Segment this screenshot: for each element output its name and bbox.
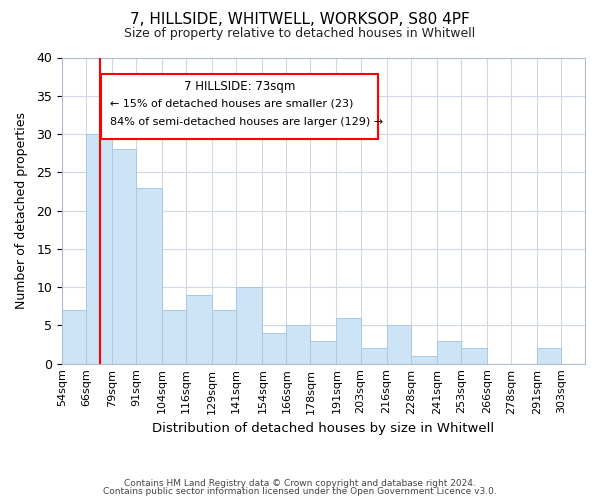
Text: Contains public sector information licensed under the Open Government Licence v3: Contains public sector information licen… [103,488,497,496]
Bar [310,340,337,363]
Bar [186,295,212,364]
Bar [461,348,487,364]
Bar [410,356,437,364]
Text: 7, HILLSIDE, WHITWELL, WORKSOP, S80 4PF: 7, HILLSIDE, WHITWELL, WORKSOP, S80 4PF [130,12,470,28]
Bar [537,348,561,364]
Text: 84% of semi-detached houses are larger (129) →: 84% of semi-detached houses are larger (… [110,117,383,127]
Bar [236,287,262,364]
X-axis label: Distribution of detached houses by size in Whitwell: Distribution of detached houses by size … [152,422,494,435]
Bar [361,348,386,364]
Y-axis label: Number of detached properties: Number of detached properties [15,112,28,309]
Bar [112,150,136,364]
Bar [386,326,410,364]
FancyBboxPatch shape [101,74,379,138]
Bar [212,310,236,364]
Text: Contains HM Land Registry data © Crown copyright and database right 2024.: Contains HM Land Registry data © Crown c… [124,478,476,488]
Bar [62,310,86,364]
Bar [337,318,361,364]
Text: Size of property relative to detached houses in Whitwell: Size of property relative to detached ho… [124,28,476,40]
Bar [262,333,286,364]
Bar [86,134,112,364]
Text: ← 15% of detached houses are smaller (23): ← 15% of detached houses are smaller (23… [110,99,353,109]
Bar [286,326,310,364]
Text: 7 HILLSIDE: 73sqm: 7 HILLSIDE: 73sqm [184,80,295,94]
Bar [437,340,461,363]
Bar [162,310,186,364]
Bar [136,188,162,364]
